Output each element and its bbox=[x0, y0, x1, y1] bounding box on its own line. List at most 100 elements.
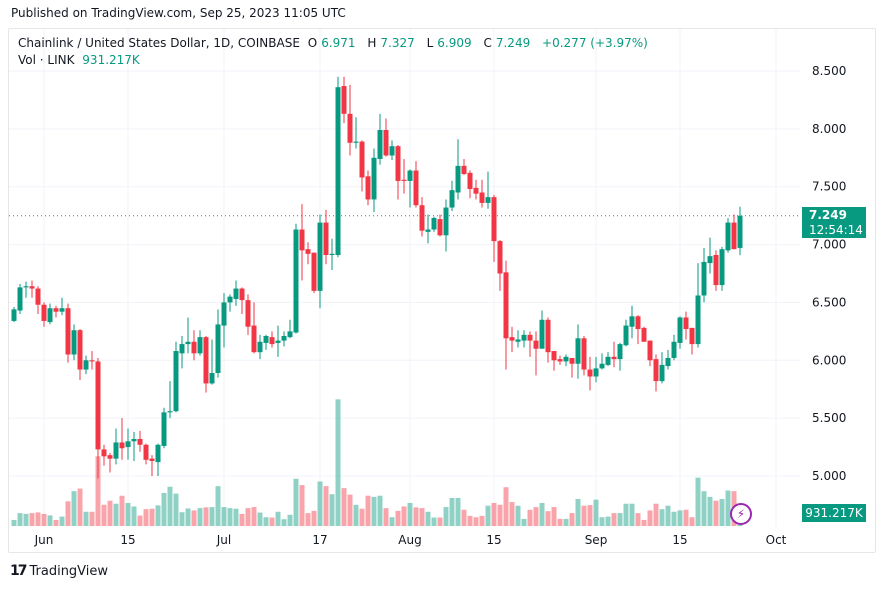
candle-body bbox=[587, 369, 593, 377]
volume-bar bbox=[533, 507, 539, 526]
volume-bar bbox=[137, 515, 143, 526]
volume-bar bbox=[245, 508, 251, 526]
candle bbox=[707, 237, 713, 274]
candle bbox=[551, 351, 557, 371]
low-value: 6.909 bbox=[437, 36, 472, 50]
volume-bar bbox=[617, 513, 623, 526]
volume-bar bbox=[113, 503, 119, 526]
volume-bar bbox=[665, 505, 671, 526]
candle-body bbox=[59, 308, 65, 312]
volume-bar bbox=[71, 491, 77, 526]
volume-bar bbox=[587, 505, 593, 526]
candle bbox=[47, 303, 53, 325]
volume-bar bbox=[539, 502, 545, 526]
volume-bar bbox=[449, 497, 455, 526]
volume-bar bbox=[335, 399, 341, 526]
candle-body bbox=[209, 373, 215, 384]
volume-row: Vol · LINK 931.217K bbox=[18, 52, 652, 69]
brand-name[interactable]: TradingView bbox=[29, 563, 109, 579]
volume-bar bbox=[395, 510, 401, 526]
candle-body bbox=[107, 455, 113, 459]
candle bbox=[545, 317, 551, 363]
volume-bar bbox=[377, 495, 383, 526]
volume-bar bbox=[425, 511, 431, 526]
volume-bar bbox=[329, 494, 335, 526]
candle bbox=[737, 206, 743, 256]
candle bbox=[317, 214, 323, 309]
candle bbox=[263, 334, 269, 350]
candle-body bbox=[77, 330, 83, 370]
candle bbox=[671, 334, 677, 361]
candle bbox=[221, 293, 227, 348]
candle bbox=[41, 302, 47, 327]
volume-bar bbox=[401, 506, 407, 526]
candle bbox=[365, 170, 371, 206]
volume-bar bbox=[131, 506, 137, 526]
candle-body bbox=[557, 359, 563, 362]
volume-bar bbox=[317, 481, 323, 526]
volume-bar bbox=[629, 503, 635, 526]
volume-bar bbox=[611, 513, 617, 526]
candle bbox=[479, 179, 485, 208]
volume-bar bbox=[677, 510, 683, 526]
volume-bar bbox=[575, 499, 581, 526]
lightning-icon[interactable]: ⚡ bbox=[730, 503, 752, 525]
volume-bar bbox=[365, 495, 371, 526]
candle bbox=[101, 444, 107, 466]
volume-bar bbox=[521, 518, 527, 526]
price-tick-label: 8.500 bbox=[812, 64, 846, 78]
low-label: L bbox=[426, 36, 434, 50]
candle bbox=[437, 214, 443, 237]
candle-body bbox=[383, 130, 389, 156]
candle bbox=[359, 140, 365, 192]
chart-legend: Chainlink / United States Dollar, 1D, CO… bbox=[18, 35, 652, 69]
candle bbox=[197, 330, 203, 356]
candle bbox=[185, 317, 191, 354]
volume-bar bbox=[473, 517, 479, 526]
candle-body bbox=[695, 295, 701, 345]
volume-bar bbox=[89, 511, 95, 526]
volume-bar bbox=[605, 516, 611, 526]
candle-body bbox=[311, 252, 317, 291]
volume-bar bbox=[65, 501, 71, 526]
candle-body bbox=[425, 229, 431, 232]
candle-body bbox=[215, 324, 221, 374]
symbol-title[interactable]: Chainlink / United States Dollar, 1D, CO… bbox=[18, 36, 300, 50]
candle bbox=[731, 214, 737, 250]
candle-body bbox=[575, 338, 581, 364]
tradingview-logo-icon[interactable]: 17 bbox=[10, 563, 28, 579]
candle bbox=[53, 305, 59, 318]
candle bbox=[77, 329, 83, 380]
candle-body bbox=[89, 360, 95, 362]
candle bbox=[95, 357, 101, 479]
candle-body bbox=[593, 368, 599, 377]
candle bbox=[407, 169, 413, 208]
candle-body bbox=[191, 341, 197, 354]
volume-bar bbox=[161, 492, 167, 526]
volume-bar bbox=[725, 490, 731, 526]
candle-body bbox=[509, 337, 515, 341]
candle-body bbox=[581, 338, 587, 370]
candle bbox=[443, 199, 449, 252]
volume-bar bbox=[545, 511, 551, 526]
open-value: 6.971 bbox=[321, 36, 356, 50]
volume-bar bbox=[641, 519, 647, 526]
candle-body bbox=[341, 86, 347, 114]
candle-body bbox=[683, 317, 689, 330]
candle-body bbox=[707, 256, 713, 264]
candle bbox=[23, 281, 29, 298]
candle bbox=[335, 76, 341, 258]
volume-bar bbox=[251, 507, 257, 526]
volume-bar bbox=[407, 502, 413, 526]
candle-body bbox=[317, 222, 323, 291]
candle-body bbox=[569, 357, 575, 364]
candle-body bbox=[617, 344, 623, 360]
volume-bar bbox=[149, 508, 155, 526]
candle-body bbox=[173, 351, 179, 412]
candle-body bbox=[113, 442, 119, 459]
candle-body bbox=[23, 286, 29, 288]
volume-bar bbox=[683, 509, 689, 526]
volume-bar bbox=[347, 494, 353, 526]
time-tick-label: Oct bbox=[766, 533, 787, 547]
